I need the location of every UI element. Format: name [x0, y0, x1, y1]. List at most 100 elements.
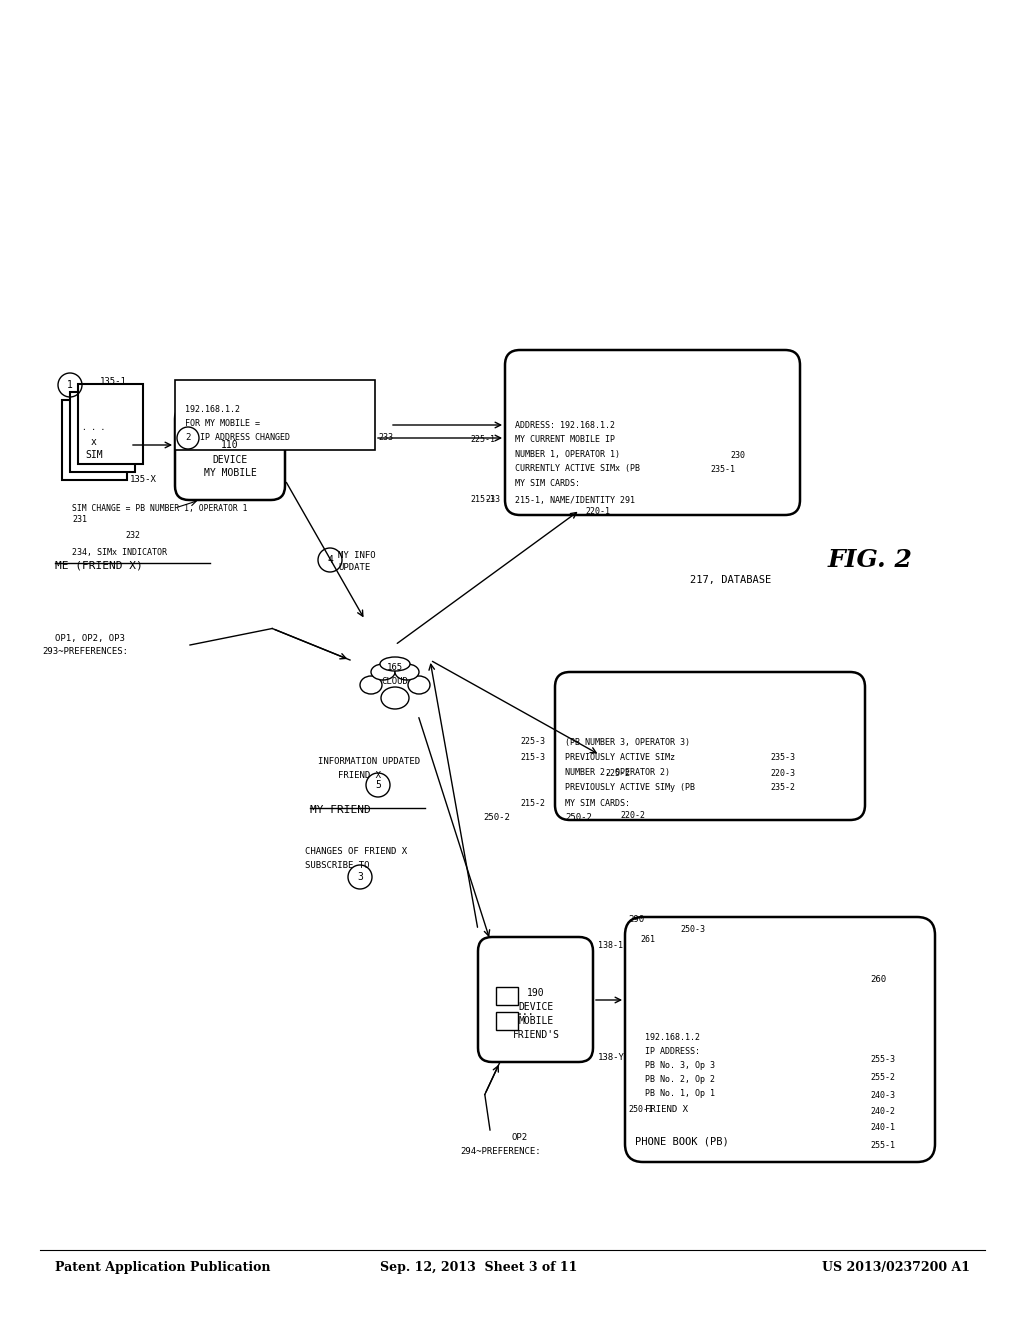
Text: 215-1, NAME/IDENTITY 291: 215-1, NAME/IDENTITY 291 [515, 495, 635, 504]
Text: 250-1: 250-1 [628, 1106, 653, 1114]
Text: 235-2: 235-2 [770, 784, 795, 792]
Text: FRIEND'S: FRIEND'S [512, 1030, 559, 1040]
Text: 235-1: 235-1 [710, 465, 735, 474]
Text: . . .: . . . [83, 422, 105, 432]
Text: MY SIM CARDS:: MY SIM CARDS: [565, 800, 630, 808]
Text: SUBSCRIBE TO: SUBSCRIBE TO [305, 861, 370, 870]
FancyBboxPatch shape [625, 917, 935, 1162]
Ellipse shape [381, 686, 409, 709]
Text: NUMBER 1, OPERATOR 1): NUMBER 1, OPERATOR 1) [515, 450, 620, 459]
Text: IP ADDRESS:: IP ADDRESS: [645, 1048, 700, 1056]
Text: PREVIOUSLY ACTIVE SIMy (PB: PREVIOUSLY ACTIVE SIMy (PB [565, 784, 695, 792]
Text: ME (FRIEND X): ME (FRIEND X) [55, 560, 142, 570]
Text: DEVICE: DEVICE [212, 455, 248, 465]
Text: (PB NUMBER 3, OPERATOR 3): (PB NUMBER 3, OPERATOR 3) [565, 738, 690, 747]
Text: 255-2: 255-2 [870, 1072, 895, 1081]
Text: 240-3: 240-3 [870, 1090, 895, 1100]
Text: 225-2: 225-2 [605, 768, 630, 777]
Text: MY FRIEND: MY FRIEND [310, 805, 371, 814]
FancyBboxPatch shape [505, 350, 800, 515]
Text: 217, DATABASE: 217, DATABASE [690, 576, 771, 585]
Text: 4: 4 [327, 554, 333, 565]
Text: 5: 5 [375, 780, 381, 789]
Text: 233: 233 [378, 433, 393, 442]
FancyBboxPatch shape [175, 405, 285, 500]
Text: PB No. 1, Op 1: PB No. 1, Op 1 [645, 1089, 715, 1098]
Ellipse shape [380, 657, 410, 671]
Text: PHONE BOOK (PB): PHONE BOOK (PB) [635, 1137, 729, 1147]
Text: x: x [91, 437, 97, 447]
Text: 215-3: 215-3 [520, 754, 545, 763]
Text: 2: 2 [185, 433, 190, 442]
Bar [78, 384, 143, 465]
Text: 3: 3 [357, 873, 362, 882]
Text: NUMBER 2, OPERATOR 2): NUMBER 2, OPERATOR 2) [565, 768, 670, 777]
Text: 294~PREFERENCE:: 294~PREFERENCE: [460, 1147, 541, 1156]
Text: 250-3: 250-3 [680, 925, 705, 935]
Text: 255-3: 255-3 [870, 1056, 895, 1064]
Text: CLOUD: CLOUD [382, 677, 409, 686]
Text: 240-1: 240-1 [870, 1122, 895, 1131]
Text: 234, SIMx INDICATOR: 234, SIMx INDICATOR [72, 548, 167, 557]
Text: SIM: SIM [85, 450, 102, 459]
Text: 232: 232 [125, 531, 140, 540]
Text: 240-2: 240-2 [870, 1106, 895, 1115]
Text: 138-Y: 138-Y [598, 1053, 625, 1063]
Text: IP ADDRESS CHANGED: IP ADDRESS CHANGED [200, 433, 290, 442]
Text: FIG. 2: FIG. 2 [827, 548, 912, 572]
Text: 255-1: 255-1 [870, 1140, 895, 1150]
Text: 233: 233 [485, 495, 500, 504]
Text: SIM CHANGE = PB NUMBER 1, OPERATOR 1: SIM CHANGE = PB NUMBER 1, OPERATOR 1 [72, 503, 248, 512]
Text: FRIEND X: FRIEND X [645, 1106, 688, 1114]
Text: PB No. 2, Op 2: PB No. 2, Op 2 [645, 1076, 715, 1085]
Text: 225-1: 225-1 [470, 434, 495, 444]
Text: 290: 290 [628, 916, 644, 924]
Text: MY CURRENT MOBILE IP: MY CURRENT MOBILE IP [515, 434, 615, 444]
Text: 230: 230 [730, 450, 745, 459]
Bar [496, 987, 518, 1005]
Text: 293~PREFERENCES:: 293~PREFERENCES: [42, 648, 128, 656]
Text: 192.168.1.2: 192.168.1.2 [185, 405, 240, 414]
Text: 192.168.1.2: 192.168.1.2 [645, 1034, 700, 1043]
Text: 235-3: 235-3 [770, 754, 795, 763]
Text: ...: ... [516, 1007, 534, 1016]
Text: 231: 231 [72, 516, 87, 524]
Text: OP2: OP2 [512, 1133, 528, 1142]
Text: 165: 165 [387, 664, 403, 672]
Text: 220-2: 220-2 [620, 810, 645, 820]
Text: 225-3: 225-3 [520, 738, 545, 747]
Text: ADDRESS: 192.168.1.2: ADDRESS: 192.168.1.2 [515, 421, 615, 429]
Text: OP1, OP2, OP3: OP1, OP2, OP3 [55, 634, 125, 643]
Ellipse shape [408, 676, 430, 694]
Text: 220-1: 220-1 [585, 507, 610, 516]
Text: 138-1: 138-1 [598, 940, 623, 949]
Text: PREVIOUSLY ACTIVE SIMz: PREVIOUSLY ACTIVE SIMz [565, 754, 675, 763]
Text: FRIEND X: FRIEND X [338, 771, 381, 780]
Text: US 2013/0237200 A1: US 2013/0237200 A1 [822, 1262, 970, 1275]
FancyBboxPatch shape [478, 937, 593, 1063]
Text: 220-3: 220-3 [770, 768, 795, 777]
Bar [175, 380, 375, 450]
Text: MY INFO: MY INFO [338, 550, 376, 560]
Text: Sep. 12, 2013  Sheet 3 of 11: Sep. 12, 2013 Sheet 3 of 11 [380, 1262, 578, 1275]
Text: 1: 1 [67, 380, 73, 389]
Bar [62, 400, 127, 480]
Ellipse shape [371, 664, 395, 680]
Text: UPDATE: UPDATE [338, 564, 371, 573]
Text: 250-2: 250-2 [483, 813, 510, 821]
Text: 110: 110 [221, 440, 239, 450]
Text: Patent Application Publication: Patent Application Publication [55, 1262, 270, 1275]
Ellipse shape [395, 664, 419, 680]
Text: DEVICE: DEVICE [518, 1002, 554, 1012]
Text: 250-2: 250-2 [565, 813, 592, 821]
Text: 215-2: 215-2 [520, 800, 545, 808]
Text: 261: 261 [640, 936, 655, 945]
Text: FOR MY MOBILE =: FOR MY MOBILE = [185, 418, 260, 428]
Text: 215-1: 215-1 [470, 495, 495, 504]
Text: INFORMATION UPDATED: INFORMATION UPDATED [318, 758, 420, 767]
Text: MY SIM CARDS:: MY SIM CARDS: [515, 479, 580, 488]
Text: 260: 260 [870, 975, 886, 985]
Ellipse shape [360, 676, 382, 694]
Text: MY MOBILE: MY MOBILE [204, 469, 256, 478]
Text: CHANGES OF FRIEND X: CHANGES OF FRIEND X [305, 846, 408, 855]
